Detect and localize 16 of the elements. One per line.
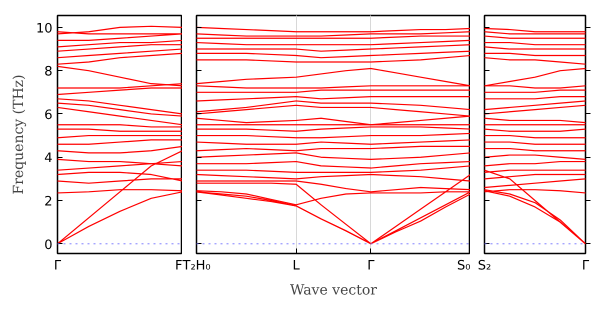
y-tick-label: 0 (44, 238, 53, 253)
x-tick-label: F (175, 258, 183, 274)
y-tick-label: 4 (44, 151, 53, 166)
y-tick-label: 10 (36, 21, 53, 36)
y-tick-label: 8 (44, 64, 53, 80)
x-tick-label: L (292, 258, 301, 274)
x-tick-label: Γ (367, 258, 376, 274)
x-axis-title: Wave vector (290, 282, 378, 298)
x-tick-label: S₀ (457, 258, 471, 274)
x-tick-label: Γ (582, 258, 590, 274)
y-tick-label: 6 (44, 108, 53, 123)
y-tick-label: 2 (44, 194, 53, 210)
x-tick-label: T₂H₀ (182, 258, 211, 274)
x-tick-label: Γ (54, 258, 62, 274)
x-tick-label: S₂ (478, 258, 492, 274)
y-axis-title: Frequency (THz) (10, 74, 27, 195)
